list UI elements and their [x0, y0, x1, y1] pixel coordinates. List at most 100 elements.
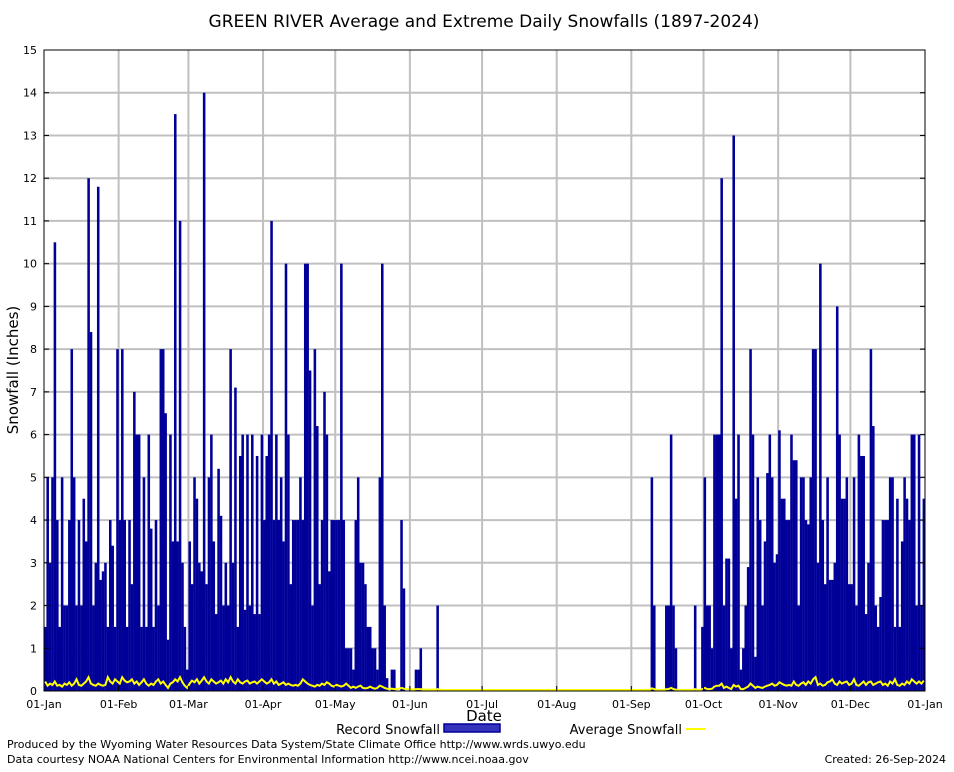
- record-snowfall-bar: [337, 520, 341, 691]
- record-snowfall-bar: [693, 605, 697, 691]
- record-snowfall-bar: [284, 263, 288, 691]
- record-snowfall-bar: [359, 562, 362, 691]
- record-snowfall-bar: [92, 605, 95, 691]
- record-snowfall-bar: [725, 558, 728, 691]
- record-snowfall-bar: [751, 434, 755, 691]
- record-snowfall-bar: [708, 605, 711, 691]
- record-snowfall-bar: [267, 434, 271, 691]
- record-snowfall-bar: [44, 626, 47, 691]
- record-snowfall-bar: [881, 520, 885, 691]
- record-snowfall-bar: [308, 370, 312, 691]
- record-snowfall-bar: [761, 605, 764, 691]
- record-snowfall-bar: [263, 520, 266, 691]
- record-snowfall-bar: [318, 584, 321, 691]
- record-snowfall-bar: [181, 562, 184, 691]
- record-snowfall-bar: [756, 477, 760, 691]
- record-snowfall-bar: [864, 614, 868, 691]
- record-snowfall-bar: [94, 562, 98, 691]
- record-snowfall-bar: [279, 477, 283, 691]
- record-snowfall-bar: [840, 498, 844, 691]
- record-snowfall-bar: [193, 477, 196, 691]
- record-snowfall-bar: [414, 669, 418, 691]
- record-snowfall-bar: [809, 477, 813, 691]
- record-snowfall-bar: [142, 477, 146, 691]
- record-snowfall-bar: [780, 498, 784, 691]
- record-snowfall-bar: [903, 477, 906, 691]
- record-snowfall-bar: [171, 541, 175, 691]
- x-tick-label: 01-Sep: [612, 698, 651, 711]
- record-snowfall-bar: [703, 477, 707, 691]
- chart-title: GREEN RIVER Average and Extreme Daily Sn…: [209, 12, 760, 32]
- record-snowfall-bar: [164, 413, 167, 691]
- y-tick-label: 0: [30, 685, 37, 698]
- record-snowfall-bar: [402, 588, 406, 691]
- record-snowfall-bar: [198, 562, 201, 691]
- record-snowfall-bar: [876, 626, 880, 691]
- record-snowfall-bar: [56, 520, 59, 691]
- record-snowfall-bar: [214, 614, 218, 691]
- record-snowfall-bar: [787, 520, 791, 691]
- footer-produced-by: Produced by the Wyoming Water Resources …: [7, 738, 586, 751]
- record-snowfall-bar: [797, 605, 800, 691]
- record-snowfall-bar: [713, 434, 716, 691]
- record-snowfall-bar: [123, 520, 126, 691]
- record-snowfall-bar: [145, 626, 148, 691]
- record-snowfall-bar: [665, 605, 668, 691]
- record-snowfall-bar: [325, 434, 329, 691]
- record-snowfall-bar: [770, 477, 774, 691]
- y-tick-label: 2: [30, 600, 37, 613]
- record-snowfall-bar: [400, 520, 403, 691]
- record-snowfall-bar: [255, 455, 259, 691]
- record-snowfall-bar: [303, 263, 307, 691]
- record-snowfall-bar: [272, 520, 276, 691]
- record-snowfall-bar: [364, 584, 367, 691]
- record-snowfall-bar: [436, 605, 439, 691]
- record-snowfall-bar: [722, 605, 726, 691]
- record-snowfall-bar: [72, 477, 76, 691]
- record-snowfall-bar: [874, 605, 878, 691]
- footer-courtesy: Data courtesy NOAA National Centers for …: [7, 753, 529, 766]
- record-snowfall-bar: [111, 545, 114, 691]
- record-snowfall-bar: [650, 477, 654, 691]
- y-tick-label: 5: [30, 471, 37, 484]
- record-snowfall-bar: [63, 605, 66, 691]
- record-snowfall-bar: [879, 596, 882, 691]
- record-snowfall-bar: [347, 648, 350, 691]
- record-snowfall-bar: [821, 520, 825, 691]
- record-snowfall-bar: [730, 648, 733, 691]
- record-snowfall-bar: [183, 626, 187, 691]
- record-snowfall-bar: [835, 306, 839, 691]
- record-snowfall-bar: [785, 520, 788, 691]
- record-snowfall-bar: [652, 605, 656, 691]
- record-snowfall-bar: [173, 114, 177, 692]
- record-snowfall-bar: [231, 562, 235, 691]
- record-snowfall-bar: [130, 584, 134, 691]
- record-snowfall-bar: [210, 434, 213, 691]
- record-snowfall-bar: [246, 434, 249, 691]
- record-snowfall-bar: [277, 520, 281, 691]
- record-snowfall-bar: [125, 626, 129, 691]
- record-snowfall-bar: [915, 605, 918, 691]
- record-snowfall-bar: [282, 541, 285, 691]
- record-snowfall-bar: [361, 562, 365, 691]
- record-snowfall-bar: [385, 678, 389, 691]
- record-snowfall-bar: [727, 558, 731, 691]
- record-snowfall-bar: [356, 477, 360, 691]
- record-snowfall-bar: [137, 434, 141, 691]
- record-snowfall-bar: [140, 626, 143, 691]
- record-snowfall-bar: [908, 520, 911, 691]
- record-snowfall-bar: [152, 626, 155, 691]
- record-snowfall-bar: [275, 434, 278, 691]
- record-snowfall-bar: [872, 426, 875, 691]
- record-snowfall-bar: [845, 477, 849, 691]
- record-snowfall-bar: [811, 349, 815, 691]
- record-snowfall-bar: [807, 524, 810, 691]
- record-snowfall-bar: [758, 520, 762, 691]
- record-snowfall-bar: [739, 669, 743, 691]
- record-snowfall-bar: [891, 477, 894, 691]
- record-snowfall-bar: [754, 656, 757, 691]
- record-snowfall-bar: [320, 520, 324, 691]
- record-snowfall-bar: [922, 498, 926, 691]
- record-snowfall-bar: [390, 669, 394, 691]
